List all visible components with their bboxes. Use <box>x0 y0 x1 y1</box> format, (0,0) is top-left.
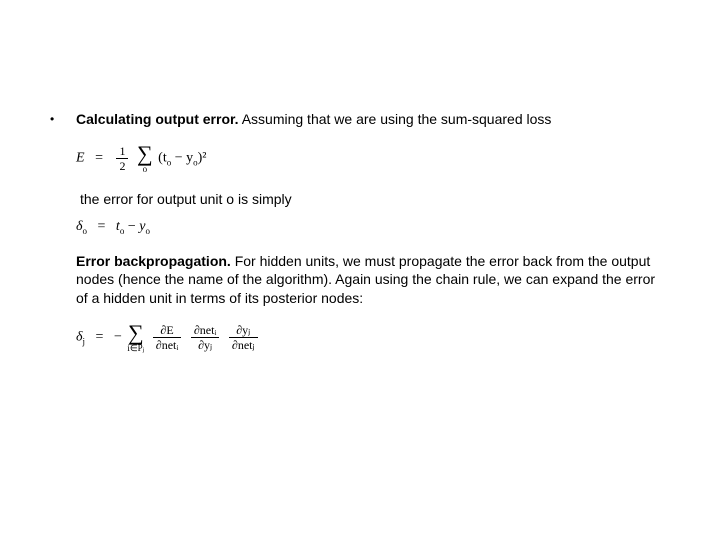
eq3-f3-num: ∂yⱼ <box>229 323 258 338</box>
eq3-equals: = <box>96 330 104 345</box>
eq1-sum: ∑ o <box>137 143 153 174</box>
paragraph-backprop: Error backpropagation. For hidden units,… <box>76 252 670 309</box>
bullet-item: • Calculating output error. Assuming tha… <box>50 110 670 129</box>
eq1-half: 1 2 <box>116 144 128 174</box>
bullet-text: Calculating output error. Assuming that … <box>76 110 670 129</box>
equation-delta-o: δo = to − yo <box>76 219 670 236</box>
eq3-sum: ∑ i∈Pⱼ <box>127 322 144 353</box>
eq2-lhs-sub: o <box>83 226 88 236</box>
eq3-f1-num: ∂E <box>153 323 182 338</box>
slide: • Calculating output error. Assuming tha… <box>0 0 720 540</box>
eq3-frac3: ∂yⱼ ∂netⱼ <box>229 323 258 353</box>
eq3-lhs-sub: j <box>83 337 86 347</box>
equation-delta-j: δj = − ∑ i∈Pⱼ ∂E ∂netᵢ ∂netᵢ ∂yⱼ ∂yⱼ ∂ne… <box>76 322 670 353</box>
line-error-simple: the error for output unit o is simply <box>80 190 670 209</box>
eq1-half-den: 2 <box>116 159 128 173</box>
eq3-f2-den: ∂yⱼ <box>191 338 220 352</box>
eq2-minus: − <box>124 219 139 234</box>
eq1-lhs: E <box>76 151 85 166</box>
eq3-f1-den: ∂netᵢ <box>153 338 182 352</box>
bullet-heading: Calculating output error. <box>76 111 239 127</box>
eq3-frac1: ∂E ∂netᵢ <box>153 323 182 353</box>
eq3-f3-den: ∂netⱼ <box>229 338 258 352</box>
eq2-equals: = <box>98 219 106 234</box>
para2-heading: Error backpropagation. <box>76 253 231 269</box>
bullet-mark: • <box>50 110 76 126</box>
eq3-neg: − <box>114 330 122 345</box>
eq2-y-sub: o <box>145 226 150 236</box>
eq1-sum-sub: o <box>137 165 153 174</box>
equation-sse: E = 1 2 ∑ o (to − yo)² <box>76 143 670 174</box>
eq1-body-end: )² <box>198 151 207 166</box>
eq3-sum-sub: i∈Pⱼ <box>127 344 144 353</box>
eq1-half-num: 1 <box>116 144 128 159</box>
eq1-body-mid: − y <box>171 151 193 166</box>
bullet-rest: Assuming that we are using the sum-squar… <box>239 111 552 127</box>
sigma-icon: ∑ <box>137 141 153 166</box>
eq3-f2-num: ∂netᵢ <box>191 323 220 338</box>
sigma-icon: ∑ <box>128 320 144 345</box>
eq3-frac2: ∂netᵢ ∂yⱼ <box>191 323 220 353</box>
eq1-equals: = <box>95 151 103 166</box>
eq1-body-open: (t <box>158 151 167 166</box>
